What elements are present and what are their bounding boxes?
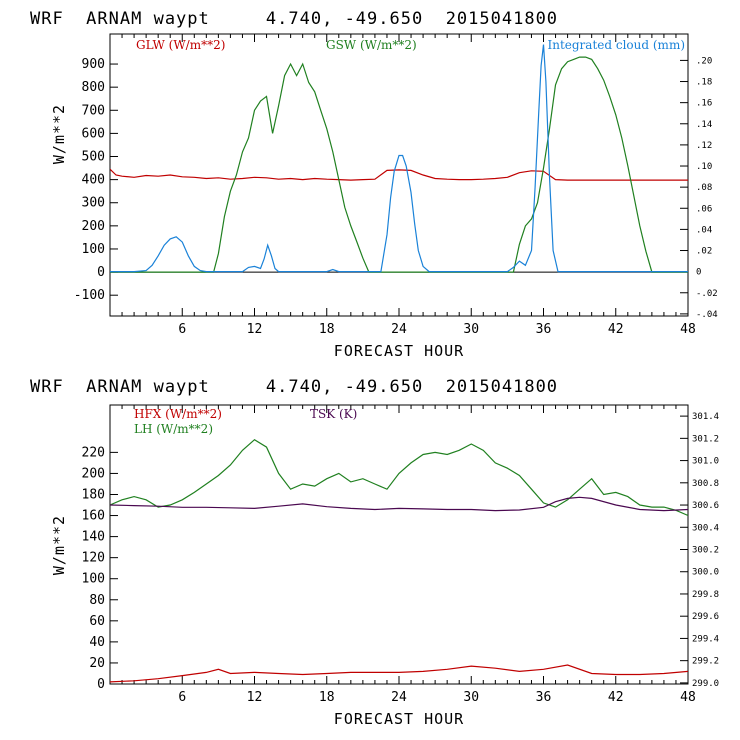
y-tick-label: 700	[82, 103, 105, 118]
x-tick-label: 36	[536, 690, 552, 705]
y2-tick-label: .08	[696, 183, 712, 193]
y-tick-label: 200	[82, 219, 105, 234]
legend-entry: GSW (W/m**2)	[326, 38, 417, 52]
x-tick-label: 12	[247, 690, 263, 705]
y-tick-label: 600	[82, 126, 105, 141]
y2-tick-label: .02	[696, 247, 712, 257]
series-line-tsk	[110, 496, 688, 512]
y-tick-label: 200	[82, 466, 105, 481]
series-line-gsw	[110, 56, 688, 273]
x-tick-label: 6	[178, 690, 186, 705]
x-tick-label: 36	[536, 322, 552, 337]
x-tick-label: 18	[319, 322, 335, 337]
y2-tick-label: .12	[696, 141, 712, 151]
y-tick-label: 0	[97, 265, 105, 280]
series-line-hfx	[110, 664, 688, 683]
y2-tick-label: 299.4	[692, 634, 719, 644]
y2-tick-label: 299.0	[692, 679, 719, 689]
legend-entry: HFX (W/m**2)	[134, 407, 222, 421]
y-axis-label: W/m**2	[50, 104, 68, 164]
y-tick-label: 120	[82, 551, 105, 566]
x-tick-label: 6	[178, 322, 186, 337]
y2-tick-label: 301.2	[692, 434, 719, 444]
y2-tick-label: .10	[696, 162, 712, 172]
y-tick-label: 300	[82, 196, 105, 211]
x-tick-label: 24	[391, 690, 407, 705]
x-axis-label: FORECAST HOUR	[334, 342, 464, 360]
x-tick-label: 18	[319, 690, 335, 705]
legend-entry: Integrated cloud (mm)	[547, 38, 685, 52]
y-tick-label: 800	[82, 80, 105, 95]
x-tick-label: 30	[463, 690, 479, 705]
y-tick-label: -100	[74, 288, 105, 303]
y2-tick-label: 0	[696, 268, 701, 278]
x-tick-label: 30	[463, 322, 479, 337]
y-tick-label: 20	[89, 656, 105, 671]
y-tick-label: 180	[82, 487, 105, 502]
legend-entry: GLW (W/m**2)	[136, 38, 225, 52]
y2-tick-label: 300.0	[692, 568, 719, 578]
y2-tick-label: .14	[696, 120, 712, 130]
y-tick-label: 500	[82, 150, 105, 165]
series-line-glw	[110, 168, 688, 181]
x-tick-label: 42	[608, 690, 624, 705]
y-tick-label: 100	[82, 572, 105, 587]
x-axis-label: FORECAST HOUR	[334, 710, 464, 728]
x-tick-label: 48	[680, 690, 696, 705]
y2-tick-label: 300.4	[692, 523, 719, 533]
y2-tick-label: .18	[696, 78, 712, 88]
y2-tick-label: 301.0	[692, 457, 719, 467]
y2-tick-label: -.04	[696, 310, 718, 320]
y2-tick-label: 300.8	[692, 479, 719, 489]
y-tick-label: 160	[82, 509, 105, 524]
legend-entry: TSK (K)	[310, 407, 357, 421]
series-line-integrated	[110, 44, 688, 273]
y2-tick-label: 299.6	[692, 612, 719, 622]
y-tick-label: 40	[89, 635, 105, 650]
y-axis-label: W/m**2	[50, 515, 68, 575]
top-chart-title: WRF ARNAM waypt 4.740, -49.650 201504180…	[30, 9, 558, 29]
y2-tick-label: 301.4	[692, 412, 719, 422]
x-tick-label: 12	[247, 322, 263, 337]
x-tick-label: 42	[608, 322, 624, 337]
y2-tick-label: 300.2	[692, 546, 719, 556]
x-tick-label: 48	[680, 322, 696, 337]
plot-frame	[109, 404, 689, 685]
y-tick-label: 100	[82, 242, 105, 257]
y-tick-label: 0	[97, 677, 105, 692]
y-tick-label: 140	[82, 530, 105, 545]
y-tick-label: 80	[89, 593, 105, 608]
y2-tick-label: 299.8	[692, 590, 719, 600]
y2-tick-label: .04	[696, 225, 712, 235]
series-line-lh	[110, 438, 688, 517]
bottom-chart-title: WRF ARNAM waypt 4.740, -49.650 201504180…	[30, 377, 558, 397]
y2-tick-label: -.02	[696, 289, 718, 299]
y2-tick-label: 300.6	[692, 501, 719, 511]
y-tick-label: 220	[82, 445, 105, 460]
y-tick-label: 60	[89, 614, 105, 629]
y2-tick-label: .16	[696, 99, 712, 109]
y2-tick-label: .06	[696, 204, 712, 214]
bottom-chart: 6 12 18 24 30 36 42 482202001801601401201008060…	[50, 404, 719, 728]
y2-tick-label: .20	[696, 56, 712, 66]
y-tick-label: 900	[82, 57, 105, 72]
y-tick-label: 400	[82, 173, 105, 188]
top-chart: 6 12 18 24 30 36 42 48 900 800 700 600 500 400 300 200 1…	[50, 33, 718, 360]
x-tick-label: 24	[391, 322, 407, 337]
y2-tick-label: 299.2	[692, 657, 719, 667]
legend-entry: LH (W/m**2)	[134, 422, 213, 436]
